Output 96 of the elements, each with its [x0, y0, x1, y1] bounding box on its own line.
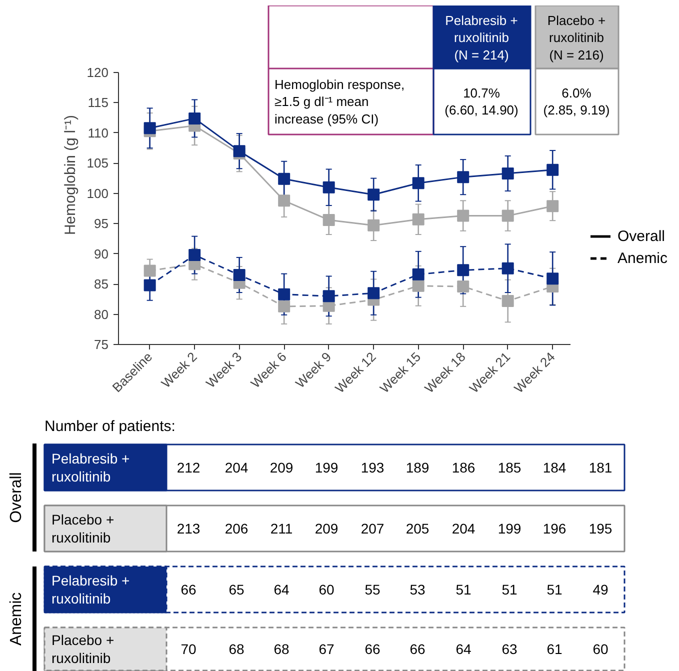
- point: [368, 219, 380, 232]
- y-tick-label: 80: [94, 306, 109, 322]
- text: 209: [270, 460, 294, 476]
- point: [368, 188, 380, 201]
- point: [457, 264, 470, 276]
- point: [144, 264, 156, 277]
- text: 189: [406, 460, 430, 476]
- text: Placebo + ruxolitinib: [52, 512, 114, 546]
- text: 199: [314, 460, 338, 476]
- point: [144, 122, 156, 134]
- text: 51: [456, 582, 472, 598]
- y-tick-label: 120: [86, 65, 109, 80]
- text: 213: [176, 520, 200, 536]
- point: [322, 181, 335, 194]
- point: [278, 300, 290, 312]
- text: 204: [224, 460, 248, 476]
- text: Anemic: [8, 592, 25, 646]
- annotation: 10.7% (6.60, 14.90): [444, 85, 518, 118]
- point: [412, 280, 424, 292]
- y-tick-label: 75: [94, 337, 109, 352]
- point: [144, 279, 156, 292]
- point: [278, 288, 290, 300]
- text: 53: [410, 582, 426, 598]
- text: 67: [318, 641, 334, 657]
- text: 66: [180, 582, 196, 598]
- y-tick-label: 85: [94, 276, 109, 292]
- text: 185: [498, 460, 522, 476]
- text: 181: [588, 460, 612, 476]
- text: 199: [498, 520, 522, 536]
- text: 60: [592, 641, 608, 657]
- text: 63: [502, 641, 518, 657]
- text: Overall: [618, 228, 666, 245]
- point: [502, 262, 514, 274]
- point: [412, 177, 424, 190]
- text: Pelabresib + ruxolitinib: [52, 572, 130, 606]
- point: [457, 280, 470, 292]
- point: [322, 290, 335, 302]
- text: 195: [588, 520, 612, 536]
- y-axis-title: Hemoglobin (g l⁻¹): [62, 114, 79, 236]
- text: Anemic: [618, 250, 668, 267]
- y-tick-label: 105: [86, 156, 109, 171]
- text: 68: [228, 641, 244, 657]
- y-tick-label: 95: [94, 216, 109, 232]
- text: 209: [314, 520, 338, 536]
- text: 65: [228, 582, 244, 598]
- text: 70: [180, 641, 196, 657]
- point: [278, 172, 290, 185]
- text: 64: [456, 641, 472, 657]
- point: [278, 194, 290, 207]
- point: [546, 200, 559, 212]
- text: 49: [592, 582, 608, 598]
- point: [188, 249, 201, 262]
- text: 60: [318, 582, 334, 598]
- text: 205: [406, 520, 430, 536]
- text: Overall: [8, 472, 25, 523]
- point: [502, 294, 514, 307]
- text: Placebo + ruxolitinib: [52, 632, 114, 666]
- text: 61: [546, 641, 562, 657]
- y-tick-label: 115: [88, 95, 109, 110]
- y-tick-label: 90: [94, 246, 109, 262]
- point: [502, 167, 514, 180]
- point: [322, 214, 335, 226]
- text: Pelabresib + ruxolitinib (N = 214): [445, 12, 518, 62]
- text: 66: [364, 641, 380, 657]
- y-tick-label: 100: [86, 186, 109, 201]
- text: 206: [224, 520, 248, 536]
- text: 193: [360, 460, 384, 476]
- text: 186: [452, 460, 476, 476]
- text: Pelabresib + ruxolitinib: [52, 450, 130, 484]
- point: [457, 210, 470, 222]
- point: [546, 272, 559, 285]
- text: 204: [452, 520, 476, 536]
- text: Number of patients:: [44, 418, 176, 435]
- point: [502, 210, 514, 222]
- point: [412, 268, 424, 280]
- text: 212: [176, 460, 200, 476]
- text: 68: [274, 641, 290, 657]
- text: 211: [270, 520, 293, 536]
- text: 51: [546, 582, 562, 598]
- point: [368, 287, 380, 300]
- text: 207: [360, 520, 384, 536]
- point: [188, 112, 201, 124]
- text: 66: [410, 641, 426, 657]
- text: 64: [274, 582, 290, 598]
- text: 184: [542, 460, 566, 476]
- point: [546, 164, 559, 176]
- text: 51: [502, 582, 518, 598]
- point: [457, 171, 470, 184]
- text: 196: [542, 520, 566, 536]
- point: [412, 213, 424, 226]
- annotation: 6.0% (2.85, 9.19): [543, 85, 610, 118]
- point: [233, 268, 246, 281]
- text: 55: [364, 582, 380, 598]
- y-tick-label: 110: [88, 125, 109, 140]
- text: Placebo + ruxolitinib (N = 216): [547, 12, 606, 62]
- annotation: Hemoglobin response, ≥1.5 g dl⁻¹ mean increase (95% CI): [274, 76, 405, 126]
